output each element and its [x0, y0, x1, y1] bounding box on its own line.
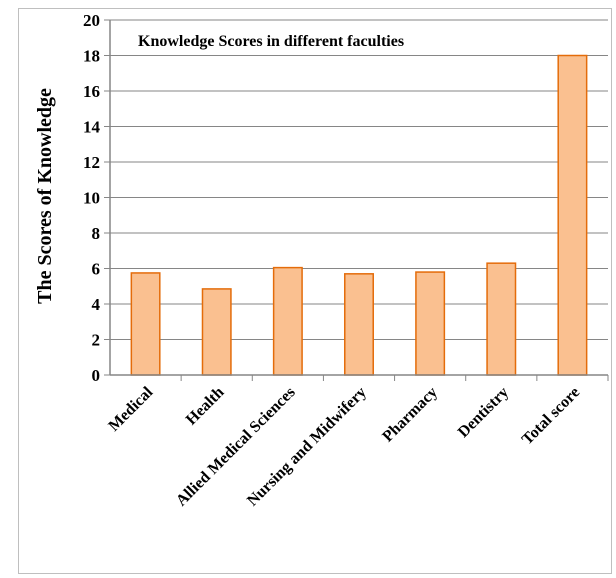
x-tick-label: Allied Medical Sciences	[173, 384, 299, 510]
x-tick-label: Health	[183, 384, 228, 429]
y-tick-label: 0	[92, 366, 101, 385]
y-tick-label: 8	[92, 224, 101, 243]
x-tick-label: Nursing and Midwifery	[244, 384, 370, 510]
bars	[130, 54, 588, 376]
y-tick-label: 12	[83, 153, 100, 172]
bar-health	[201, 288, 232, 376]
x-tick-label: Pharmacy	[379, 384, 441, 446]
bar-medical	[130, 272, 161, 376]
bar-pharmacy	[415, 271, 446, 376]
bar-total-score	[557, 54, 588, 376]
gridlines	[104, 19, 609, 381]
y-tick-label: 2	[92, 331, 101, 350]
y-tick-label: 18	[83, 47, 100, 66]
x-tick-label: Medical	[105, 383, 156, 434]
y-tick-label: 10	[83, 189, 100, 208]
bar-dentistry	[486, 262, 517, 376]
y-tick-label: 20	[83, 11, 100, 30]
bar-nursing-and-midwifery	[344, 273, 374, 376]
y-tick-label: 6	[92, 260, 101, 279]
y-tick-labels: 0 2 4 6 8 10 12 14 16 18 20	[83, 11, 101, 385]
y-tick-label: 4	[92, 295, 101, 314]
y-tick-label: 14	[83, 118, 101, 137]
bar-allied-medical-sciences	[272, 266, 303, 376]
y-tick-label: 16	[83, 82, 100, 101]
chart-title: Knowledge Scores in different faculties	[138, 33, 404, 50]
x-tick-label: Dentistry	[455, 384, 512, 441]
y-axis-label: The Scores of Knowledge	[34, 88, 56, 304]
x-tick-label: Total score	[519, 384, 584, 449]
